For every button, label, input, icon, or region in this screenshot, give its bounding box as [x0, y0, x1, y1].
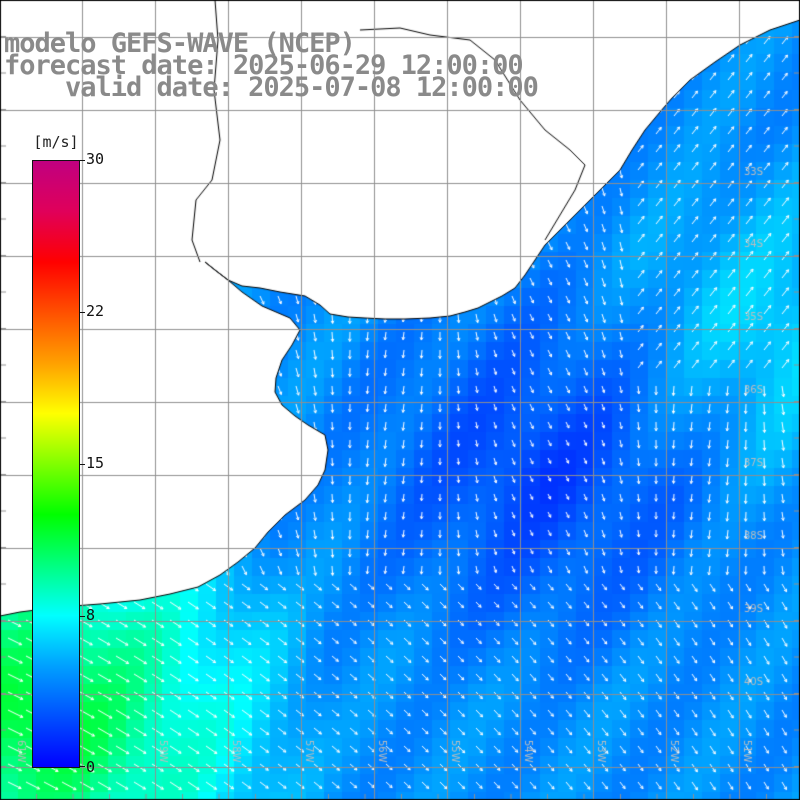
colorbar-tick-0: 0	[86, 758, 96, 776]
colorbar-tick-8: 8	[86, 606, 96, 624]
valid-date: valid date: 2025-07-08 12:00:00	[4, 72, 539, 103]
model-title: modelo GEFS-WAVE (NCEP)	[4, 28, 356, 59]
colorbar-tick-30: 30	[86, 150, 105, 168]
colorbar-tick-22: 22	[86, 302, 105, 320]
colorbar-tick-15: 15	[86, 454, 105, 472]
colorbar-unit-label: [m/s]	[33, 133, 79, 151]
colorbar-tickmark	[79, 616, 85, 617]
colorbar-tickmark	[79, 464, 85, 465]
colorbar	[32, 160, 80, 768]
colorbar-tickmark	[79, 160, 85, 161]
colorbar-tickmark	[79, 312, 85, 313]
colorbar-tickmark	[79, 766, 85, 767]
forecast-date: forecast date: 2025-06-29 12:00:00	[4, 50, 524, 81]
